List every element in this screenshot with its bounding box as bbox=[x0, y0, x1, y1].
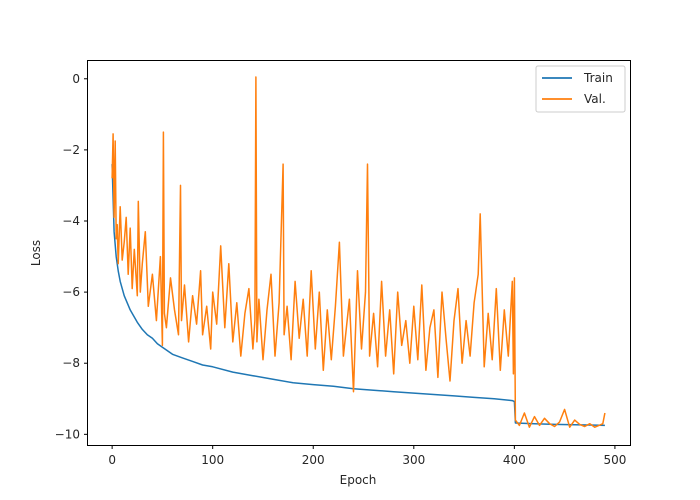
x-tick-label: 200 bbox=[302, 453, 325, 467]
x-tick-label: 400 bbox=[503, 453, 526, 467]
x-tick-label: 0 bbox=[108, 453, 116, 467]
series-line-val bbox=[111, 76, 606, 428]
x-axis-label: Epoch bbox=[340, 473, 377, 487]
legend: Train Val. bbox=[535, 65, 626, 113]
x-tick-label: 300 bbox=[402, 453, 425, 467]
y-tick-label: 0 bbox=[72, 72, 80, 86]
legend-label-train: Train bbox=[583, 71, 613, 85]
legend-label-val: Val. bbox=[584, 92, 606, 106]
series-line-train bbox=[111, 164, 605, 427]
x-tick-label: 100 bbox=[201, 453, 224, 467]
plot-frame bbox=[87, 60, 631, 446]
y-tick-label: −8 bbox=[62, 356, 80, 370]
y-tick-label: −10 bbox=[55, 427, 80, 441]
y-tick-label: −6 bbox=[62, 285, 80, 299]
y-tick-label: −2 bbox=[62, 143, 80, 157]
y-axis-label: Loss bbox=[29, 240, 43, 266]
y-tick-label: −4 bbox=[62, 214, 80, 228]
x-tick-label: 500 bbox=[603, 453, 626, 467]
